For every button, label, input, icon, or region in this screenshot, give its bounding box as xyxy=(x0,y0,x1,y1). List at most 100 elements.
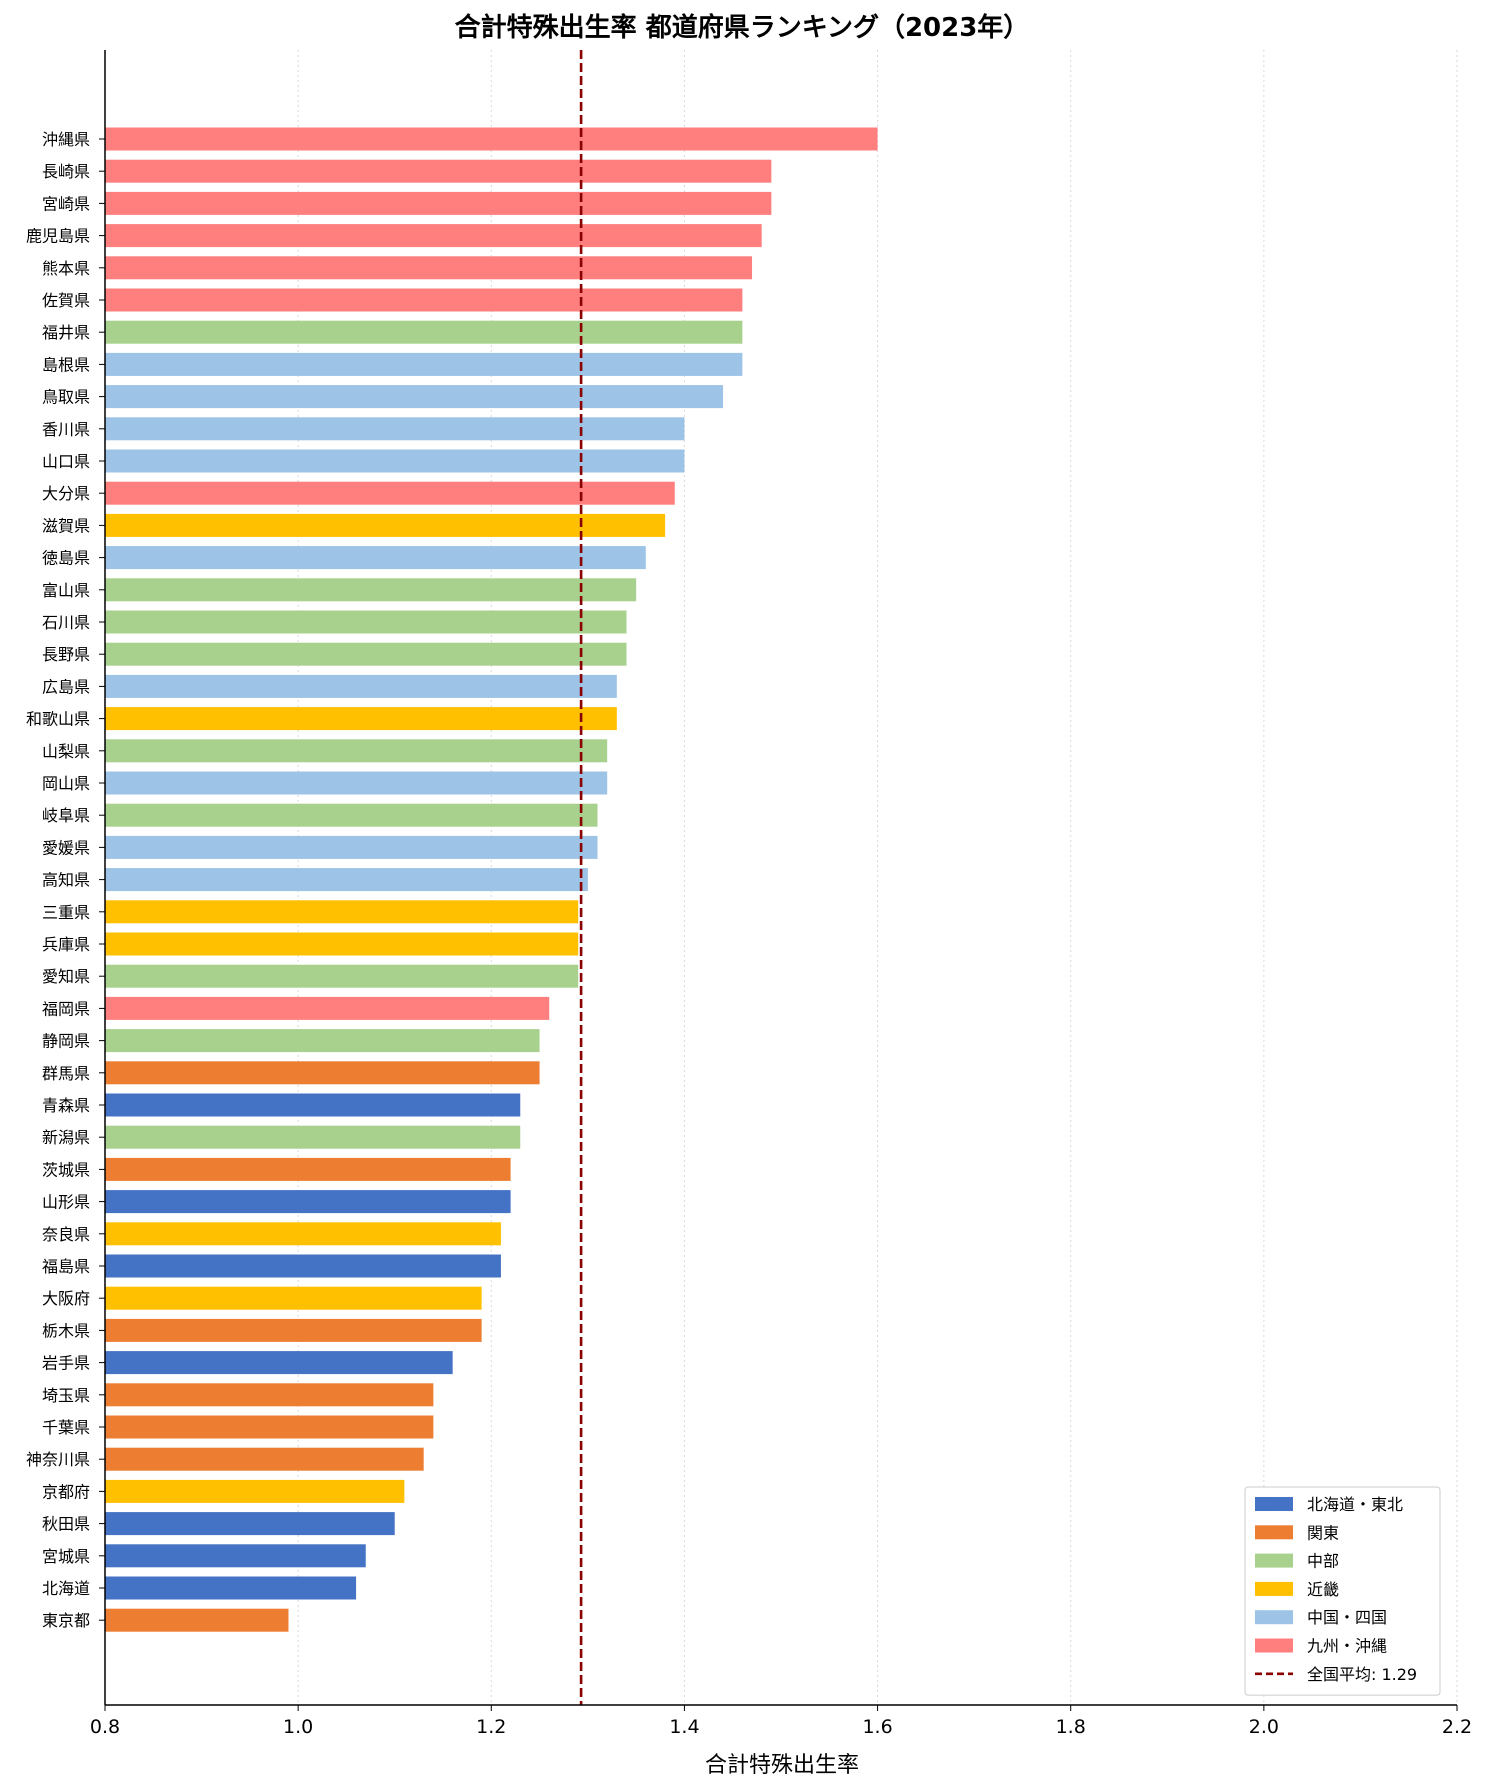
y-tick-label: 岐阜県 xyxy=(42,806,90,825)
bar xyxy=(105,352,743,376)
bar xyxy=(105,385,724,409)
bar xyxy=(105,739,608,763)
y-tick-label: 大阪府 xyxy=(42,1289,90,1308)
legend-label: 中部 xyxy=(1307,1552,1339,1571)
y-tick-label: 静岡県 xyxy=(42,1032,90,1051)
bar xyxy=(105,320,743,344)
y-tick-label: 福島県 xyxy=(42,1257,90,1276)
bar xyxy=(105,481,675,505)
y-tick-label: 宮城県 xyxy=(42,1547,90,1566)
y-tick-label: 宮崎県 xyxy=(42,194,90,213)
y-tick-label: 佐賀県 xyxy=(42,291,90,310)
x-ticks: 0.8 1.0 1.2 1.4 1.6 1.8 2.0 2.2 xyxy=(90,1705,1472,1738)
x-tick-label: 1.8 xyxy=(1056,1716,1086,1738)
bar xyxy=(105,288,743,312)
bar xyxy=(105,578,637,602)
chart-title: 合計特殊出生率 都道府県ランキング（2023年） xyxy=(455,12,1030,43)
bar xyxy=(105,835,598,859)
y-tick-label: 山口県 xyxy=(42,452,90,471)
bar xyxy=(105,1383,434,1407)
bar-group xyxy=(105,127,878,1632)
y-tick-label: 愛媛県 xyxy=(42,838,90,857)
bar xyxy=(105,546,646,570)
y-tick-label: 鹿児島県 xyxy=(26,227,90,246)
bar xyxy=(105,868,588,892)
bar xyxy=(105,964,579,988)
legend-label: 近畿 xyxy=(1307,1580,1339,1599)
legend-label: 中国・四国 xyxy=(1307,1608,1387,1627)
bar xyxy=(105,1157,511,1181)
x-tick-label: 1.6 xyxy=(862,1716,892,1738)
y-tick-label: 奈良県 xyxy=(42,1225,90,1244)
bar xyxy=(105,1415,434,1439)
bar xyxy=(105,159,772,183)
y-tick-label: 群馬県 xyxy=(42,1064,90,1083)
bar xyxy=(105,1544,366,1568)
y-tick-label: 兵庫県 xyxy=(42,935,90,954)
y-tick-label: 山梨県 xyxy=(42,742,90,761)
x-tick-label: 1.2 xyxy=(476,1716,506,1738)
bar xyxy=(105,1125,521,1149)
bar xyxy=(105,1608,289,1632)
bar xyxy=(105,127,878,151)
y-tick-label: 徳島県 xyxy=(42,549,90,568)
bar xyxy=(105,1479,405,1503)
x-tick-label: 2.2 xyxy=(1442,1716,1472,1738)
bar xyxy=(105,1222,501,1246)
y-tick-label: 富山県 xyxy=(42,581,90,600)
y-tick-label: 京都府 xyxy=(42,1482,90,1501)
legend-swatch xyxy=(1255,1497,1293,1511)
bar xyxy=(105,674,617,698)
y-tick-label: 東京都 xyxy=(42,1611,90,1630)
bar xyxy=(105,707,617,731)
legend-average-label: 全国平均: 1.29 xyxy=(1307,1665,1417,1684)
y-tick-label: 大分県 xyxy=(42,484,90,503)
y-tick-label: 沖縄県 xyxy=(42,130,90,149)
legend-swatch xyxy=(1255,1525,1293,1540)
y-tick-label: 香川県 xyxy=(42,420,90,439)
bar xyxy=(105,1447,424,1471)
y-tick-label: 鳥取県 xyxy=(42,388,90,407)
bar xyxy=(105,996,550,1020)
bar xyxy=(105,1576,357,1600)
y-tick-label: 山形県 xyxy=(42,1193,90,1212)
y-tick-label: 和歌山県 xyxy=(26,710,90,729)
y-tick-label: 埼玉県 xyxy=(42,1386,90,1405)
y-tick-label: 秋田県 xyxy=(42,1515,90,1534)
y-tick-label: 北海道 xyxy=(42,1579,90,1598)
y-tick-labels: 沖縄県長崎県宮崎県鹿児島県熊本県佐賀県福井県島根県鳥取県香川県山口県大分県滋賀県… xyxy=(26,130,105,1630)
y-tick-label: 福井県 xyxy=(42,323,90,342)
bar xyxy=(105,1061,540,1085)
x-tick-label: 2.0 xyxy=(1249,1716,1279,1738)
y-tick-label: 神奈川県 xyxy=(26,1450,90,1469)
bar xyxy=(105,1029,540,1053)
bar xyxy=(105,642,627,666)
bar xyxy=(105,417,685,441)
bar xyxy=(105,1351,453,1375)
y-tick-label: 愛知県 xyxy=(42,967,90,986)
y-tick-label: 長野県 xyxy=(42,645,90,664)
y-tick-label: 熊本県 xyxy=(42,259,90,278)
legend-swatch xyxy=(1255,1610,1293,1625)
y-tick-label: 新潟県 xyxy=(42,1128,90,1147)
y-tick-label: 青森県 xyxy=(42,1096,90,1115)
x-tick-label: 1.4 xyxy=(669,1716,699,1738)
y-tick-label: 栃木県 xyxy=(42,1321,90,1340)
bar xyxy=(105,224,762,248)
bar xyxy=(105,1318,482,1342)
legend-label: 北海道・東北 xyxy=(1307,1495,1403,1514)
bar xyxy=(105,513,666,537)
bar xyxy=(105,610,627,634)
y-tick-label: 高知県 xyxy=(42,871,90,890)
x-axis-label: 合計特殊出生率 xyxy=(705,1753,859,1778)
bar xyxy=(105,1512,395,1536)
legend-box xyxy=(1244,1486,1441,1696)
y-tick-label: 石川県 xyxy=(42,613,90,632)
x-tick-label: 1.0 xyxy=(283,1716,313,1738)
bar xyxy=(105,1093,521,1117)
legend-swatch xyxy=(1255,1638,1293,1653)
y-tick-label: 岡山県 xyxy=(42,774,90,793)
bar xyxy=(105,803,598,827)
bar xyxy=(105,449,685,473)
